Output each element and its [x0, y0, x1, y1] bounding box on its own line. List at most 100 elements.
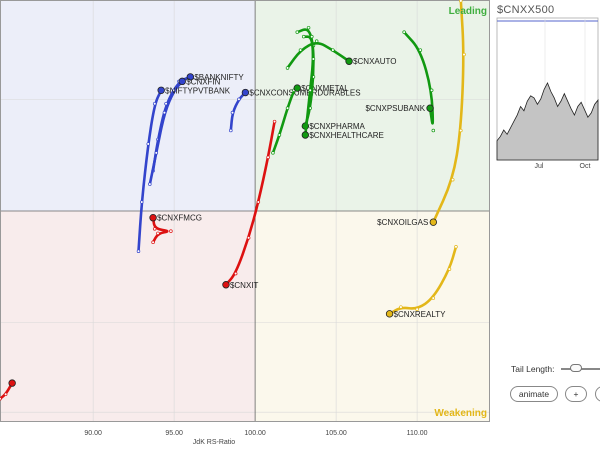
tail-point — [148, 182, 152, 186]
tail-point — [237, 97, 241, 101]
series-cnxconsumerdurables: $CNXCONSUMERDURABLES — [229, 88, 361, 133]
series-label: $BANKNIFTY — [194, 73, 244, 82]
quadrant-lagging — [0, 211, 256, 422]
tail-point — [285, 66, 290, 70]
series-label: $CNXFIN — [186, 77, 220, 86]
series-tail — [151, 216, 169, 244]
quadrant-weakening — [255, 211, 490, 422]
rrg-chart: $BANKNIFTY$CNXFIN$NIFTYPVTBANK $CNXCONSUM… — [0, 0, 490, 446]
tail-point — [277, 133, 282, 137]
quadrant-backgrounds — [0, 0, 490, 422]
series-cnxhealthcare: $CNXHEALTHCARE — [301, 34, 384, 140]
series-label: $NIFTYPVTBANK — [165, 86, 231, 95]
tail-point — [311, 57, 316, 61]
series-cnxmetal: $CNXMETAL — [271, 84, 349, 155]
head-point — [222, 281, 230, 289]
mini-x-tick: Jul — [535, 163, 544, 170]
x-tick-label: 100.00 — [244, 430, 266, 437]
tail-point — [459, 0, 463, 3]
series-tail — [432, 0, 465, 224]
head-point — [186, 73, 195, 81]
tail-point — [162, 110, 167, 115]
series-unlabeled — [0, 379, 16, 401]
tail-point — [272, 119, 277, 124]
tail-point — [151, 240, 155, 245]
series-niftypvtbank: $NIFTYPVTBANK — [136, 86, 231, 253]
series-label: $CNXHEALTHCARE — [309, 131, 384, 140]
head-point — [426, 104, 434, 112]
series-label: $CNXFMCG — [157, 214, 202, 223]
head-point — [241, 88, 250, 97]
tail-point — [462, 52, 466, 57]
head-point — [429, 218, 438, 226]
series-cnxfmcg: $CNXFMCG — [149, 214, 202, 245]
x-axis-label: JdK RS-Ratio — [193, 439, 236, 446]
tail-length-label: Tail Length: — [511, 364, 555, 374]
tail-length-slider[interactable] — [561, 364, 600, 373]
tail-point — [331, 48, 335, 52]
benchmark-title: $CNXX500 — [497, 4, 555, 16]
series-tails: $BANKNIFTY$CNXFIN$NIFTYPVTBANK $CNXCONSUM… — [0, 0, 466, 401]
x-tick-label: 110.00 — [407, 430, 428, 437]
tail-point — [271, 151, 275, 155]
tail-point — [298, 48, 303, 52]
tail-point — [429, 88, 434, 93]
tail-point — [152, 101, 157, 106]
series-cnxit: $CNXIT — [222, 119, 277, 290]
tail-point — [233, 271, 238, 276]
series-label: $CNXAUTO — [353, 57, 396, 66]
tail-point — [246, 236, 251, 240]
slider-thumb[interactable] — [570, 364, 583, 372]
tail-point — [3, 392, 8, 397]
next-button[interactable] — [595, 386, 600, 402]
tail-point — [459, 128, 463, 133]
grid-lines — [0, 0, 490, 422]
x-tick-label: 90.00 — [84, 430, 102, 437]
quadrant-label-weakening: Weakening — [434, 408, 487, 419]
x-tick-label: 105.00 — [325, 430, 347, 437]
tail-point — [431, 296, 436, 300]
tail-point — [310, 34, 314, 39]
x-axis-ticks: 90.00 95.00 100.00 105.00 110.00 — [84, 430, 427, 437]
tail-point — [418, 48, 423, 52]
head-point — [345, 57, 353, 65]
tail-point — [146, 142, 150, 146]
tail-point — [399, 305, 403, 309]
series-tail — [148, 80, 184, 186]
tail-point — [229, 128, 233, 133]
mini-x-tick: Oct — [580, 163, 591, 170]
series-tail — [402, 30, 435, 125]
quadrant-improving — [0, 0, 256, 211]
plot-border — [0, 0, 490, 422]
tail-point — [301, 34, 306, 39]
x-tick-label: 95.00 — [165, 430, 183, 437]
head-point — [178, 77, 186, 86]
mini-area — [496, 81, 599, 161]
head-point — [8, 379, 16, 387]
tail-point — [454, 245, 458, 249]
head-point — [157, 86, 165, 95]
series-label: $CNXIT — [230, 281, 259, 290]
series-label: $CNXMETAL — [301, 84, 349, 93]
series-label: $CNXPSUBANK — [365, 104, 425, 113]
series-tail — [137, 89, 163, 253]
tail-point — [0, 397, 2, 401]
series-label: $CNXREALTY — [394, 310, 447, 319]
quadrant-label-leading: Leading — [449, 6, 487, 17]
tail-point — [306, 25, 311, 30]
tail-point — [230, 110, 235, 115]
benchmark-mini-chart: Jul Oct — [496, 17, 599, 170]
tail-point — [152, 227, 157, 231]
controls-panel: Tail Length: animate + — [495, 355, 600, 450]
series-cnxfin: $CNXFIN — [148, 77, 221, 186]
series-cnxrealty: $CNXREALTY — [385, 245, 458, 319]
head-point — [385, 310, 394, 318]
increase-button[interactable]: + — [565, 386, 587, 402]
tail-point — [402, 30, 406, 34]
animate-button[interactable]: animate — [510, 386, 558, 402]
series-cnxauto: $CNXAUTO — [285, 39, 396, 70]
tail-point — [139, 200, 144, 204]
tail-point — [136, 249, 141, 253]
series-label: $CNXOILGAS — [377, 218, 428, 227]
head-point — [301, 131, 310, 139]
